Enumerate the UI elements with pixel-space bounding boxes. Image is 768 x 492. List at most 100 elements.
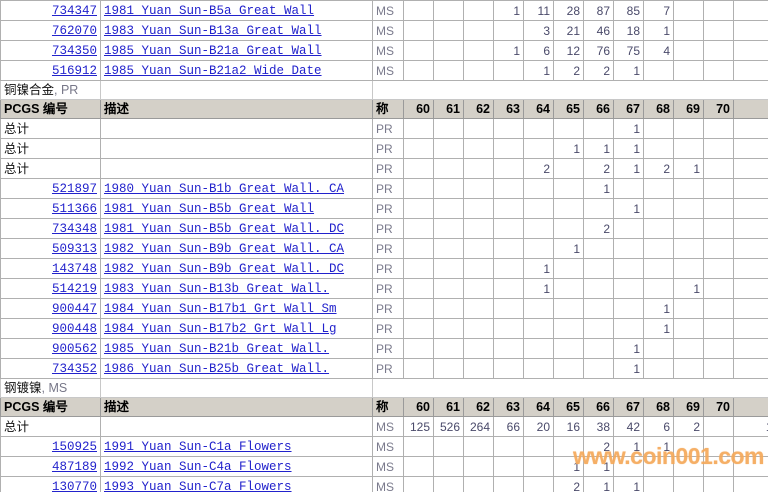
header-grade-64[interactable]: 64 — [523, 99, 554, 119]
row-description — [100, 416, 373, 437]
row-grade-count — [583, 118, 614, 139]
header-grade-69[interactable]: 69 — [673, 397, 704, 417]
row-grade-count — [433, 476, 464, 492]
row-pcgs-number[interactable]: 762070 — [0, 20, 101, 41]
header-grade-68[interactable]: 68 — [643, 397, 674, 417]
row-grade-count — [673, 118, 704, 139]
header-grade-70[interactable]: 70 — [703, 397, 734, 417]
row-description[interactable]: 1992 Yuan Sun-C4a Flowers — [100, 456, 373, 477]
row-grade-count: 1 — [523, 258, 554, 279]
section-bar-spacer — [372, 80, 768, 100]
row-grade-count: 20 — [523, 416, 554, 437]
row-pcgs-number[interactable]: 734348 — [0, 218, 101, 239]
row-description[interactable]: 1981 Yuan Sun-B5b Great Wall. DC — [100, 218, 373, 239]
row-grade-count — [463, 0, 494, 21]
row-pcgs-number[interactable]: 521897 — [0, 178, 101, 199]
header-grade-62[interactable]: 62 — [463, 397, 494, 417]
row-description[interactable]: 1993 Yuan Sun-C7a Flowers — [100, 476, 373, 492]
row-pcgs-number[interactable]: 734352 — [0, 358, 101, 379]
header-grade-61[interactable]: 61 — [433, 397, 464, 417]
header-grade-name[interactable]: 称 — [372, 99, 404, 119]
header-grade-61[interactable]: 61 — [433, 99, 464, 119]
row-pcgs-number[interactable]: 130770 — [0, 476, 101, 492]
row-pcgs-number[interactable]: 509313 — [0, 238, 101, 259]
header-grade-60[interactable]: 60 — [403, 397, 434, 417]
header-grade-63[interactable]: 63 — [493, 397, 524, 417]
row-grade-count: 3 — [523, 20, 554, 41]
row-grade-count — [433, 258, 464, 279]
row-description[interactable]: 1982 Yuan Sun-B9b Great Wall. CA — [100, 238, 373, 259]
row-grade-count — [403, 338, 434, 359]
row-grade-count — [493, 358, 524, 379]
row-description[interactable]: 1983 Yuan Sun-B13b Great Wall. — [100, 278, 373, 299]
row-total-count: 1 — [733, 178, 768, 199]
section-title-text: 钢镀镍 — [4, 381, 42, 395]
row-description[interactable]: 1985 Yuan Sun-B21a2 Wide Date — [100, 60, 373, 81]
header-grade-66[interactable]: 66 — [583, 397, 614, 417]
row-pcgs-number[interactable]: 734347 — [0, 0, 101, 21]
header-grade-65[interactable]: 65 — [553, 99, 584, 119]
row-grade-count — [523, 298, 554, 319]
header-total[interactable]: 总计 — [733, 99, 768, 119]
row-grade-prefix: MS — [372, 456, 404, 477]
row-grade-count — [463, 118, 494, 139]
row-description[interactable]: 1984 Yuan Sun-B17b1 Grt Wall Sm — [100, 298, 373, 319]
row-total-count: 227 — [733, 0, 768, 21]
row-grade-count — [493, 20, 524, 41]
header-grade-63[interactable]: 63 — [493, 99, 524, 119]
row-description[interactable]: 1985 Yuan Sun-B21b Great Wall. — [100, 338, 373, 359]
row-grade-count — [403, 118, 434, 139]
header-pcgs-number[interactable]: PCGS 编号 — [0, 397, 101, 417]
header-grade-60[interactable]: 60 — [403, 99, 434, 119]
row-pcgs-number[interactable]: 487189 — [0, 456, 101, 477]
row-pcgs-number[interactable]: 514219 — [0, 278, 101, 299]
row-grade-count — [583, 318, 614, 339]
row-description[interactable]: 1984 Yuan Sun-B17b2 Grt Wall Lg — [100, 318, 373, 339]
row-description[interactable]: 1982 Yuan Sun-B9b Great Wall. DC — [100, 258, 373, 279]
row-grade-count: 21 — [553, 20, 584, 41]
row-grade-count — [673, 358, 704, 379]
header-pcgs-number[interactable]: PCGS 编号 — [0, 99, 101, 119]
header-grade-66[interactable]: 66 — [583, 99, 614, 119]
row-grade-count: 6 — [643, 416, 674, 437]
row-grade-count — [643, 476, 674, 492]
header-grade-67[interactable]: 67 — [613, 397, 644, 417]
row-pcgs-number[interactable]: 900562 — [0, 338, 101, 359]
row-grade-count — [703, 138, 734, 159]
header-grade-68[interactable]: 68 — [643, 99, 674, 119]
header-description[interactable]: 描述 — [100, 99, 373, 119]
row-pcgs-number[interactable]: 900447 — [0, 298, 101, 319]
header-grade-65[interactable]: 65 — [553, 397, 584, 417]
table-row: 总计 PR 1 1 — [0, 118, 768, 139]
header-grade-67[interactable]: 67 — [613, 99, 644, 119]
row-pcgs-number[interactable]: 150925 — [0, 436, 101, 457]
header-grade-70[interactable]: 70 — [703, 99, 734, 119]
row-grade-count — [463, 138, 494, 159]
table-row: 900448 1984 Yuan Sun-B17b2 Grt Wall Lg PR 1… — [0, 318, 768, 339]
row-pcgs-number[interactable]: 511366 — [0, 198, 101, 219]
row-description[interactable]: 1980 Yuan Sun-B1b Great Wall. CA — [100, 178, 373, 199]
row-grade-count — [463, 238, 494, 259]
header-total[interactable]: 总计 — [733, 397, 768, 417]
row-description[interactable]: 1986 Yuan Sun-B25b Great Wall. — [100, 358, 373, 379]
row-description[interactable]: 1983 Yuan Sun-B13a Great Wall — [100, 20, 373, 41]
row-description[interactable]: 1985 Yuan Sun-B21a Great Wall — [100, 40, 373, 61]
row-description[interactable]: 1991 Yuan Sun-C1a Flowers — [100, 436, 373, 457]
row-pcgs-number[interactable]: 516912 — [0, 60, 101, 81]
row-pcgs-number[interactable]: 900448 — [0, 318, 101, 339]
row-grade-count — [673, 436, 704, 457]
header-grade-62[interactable]: 62 — [463, 99, 494, 119]
row-grade-count: 1 — [613, 118, 644, 139]
row-description[interactable]: 1981 Yuan Sun-B5b Great Wall — [100, 198, 373, 219]
section-bar-spacer — [100, 378, 373, 398]
header-grade-69[interactable]: 69 — [673, 99, 704, 119]
row-pcgs-number[interactable]: 143748 — [0, 258, 101, 279]
header-grade-64[interactable]: 64 — [523, 397, 554, 417]
row-pcgs-number[interactable]: 734350 — [0, 40, 101, 61]
row-grade-count — [403, 158, 434, 179]
header-grade-name[interactable]: 称 — [372, 397, 404, 417]
header-description[interactable]: 描述 — [100, 397, 373, 417]
row-description[interactable]: 1981 Yuan Sun-B5a Great Wall — [100, 0, 373, 21]
row-grade-count — [433, 20, 464, 41]
